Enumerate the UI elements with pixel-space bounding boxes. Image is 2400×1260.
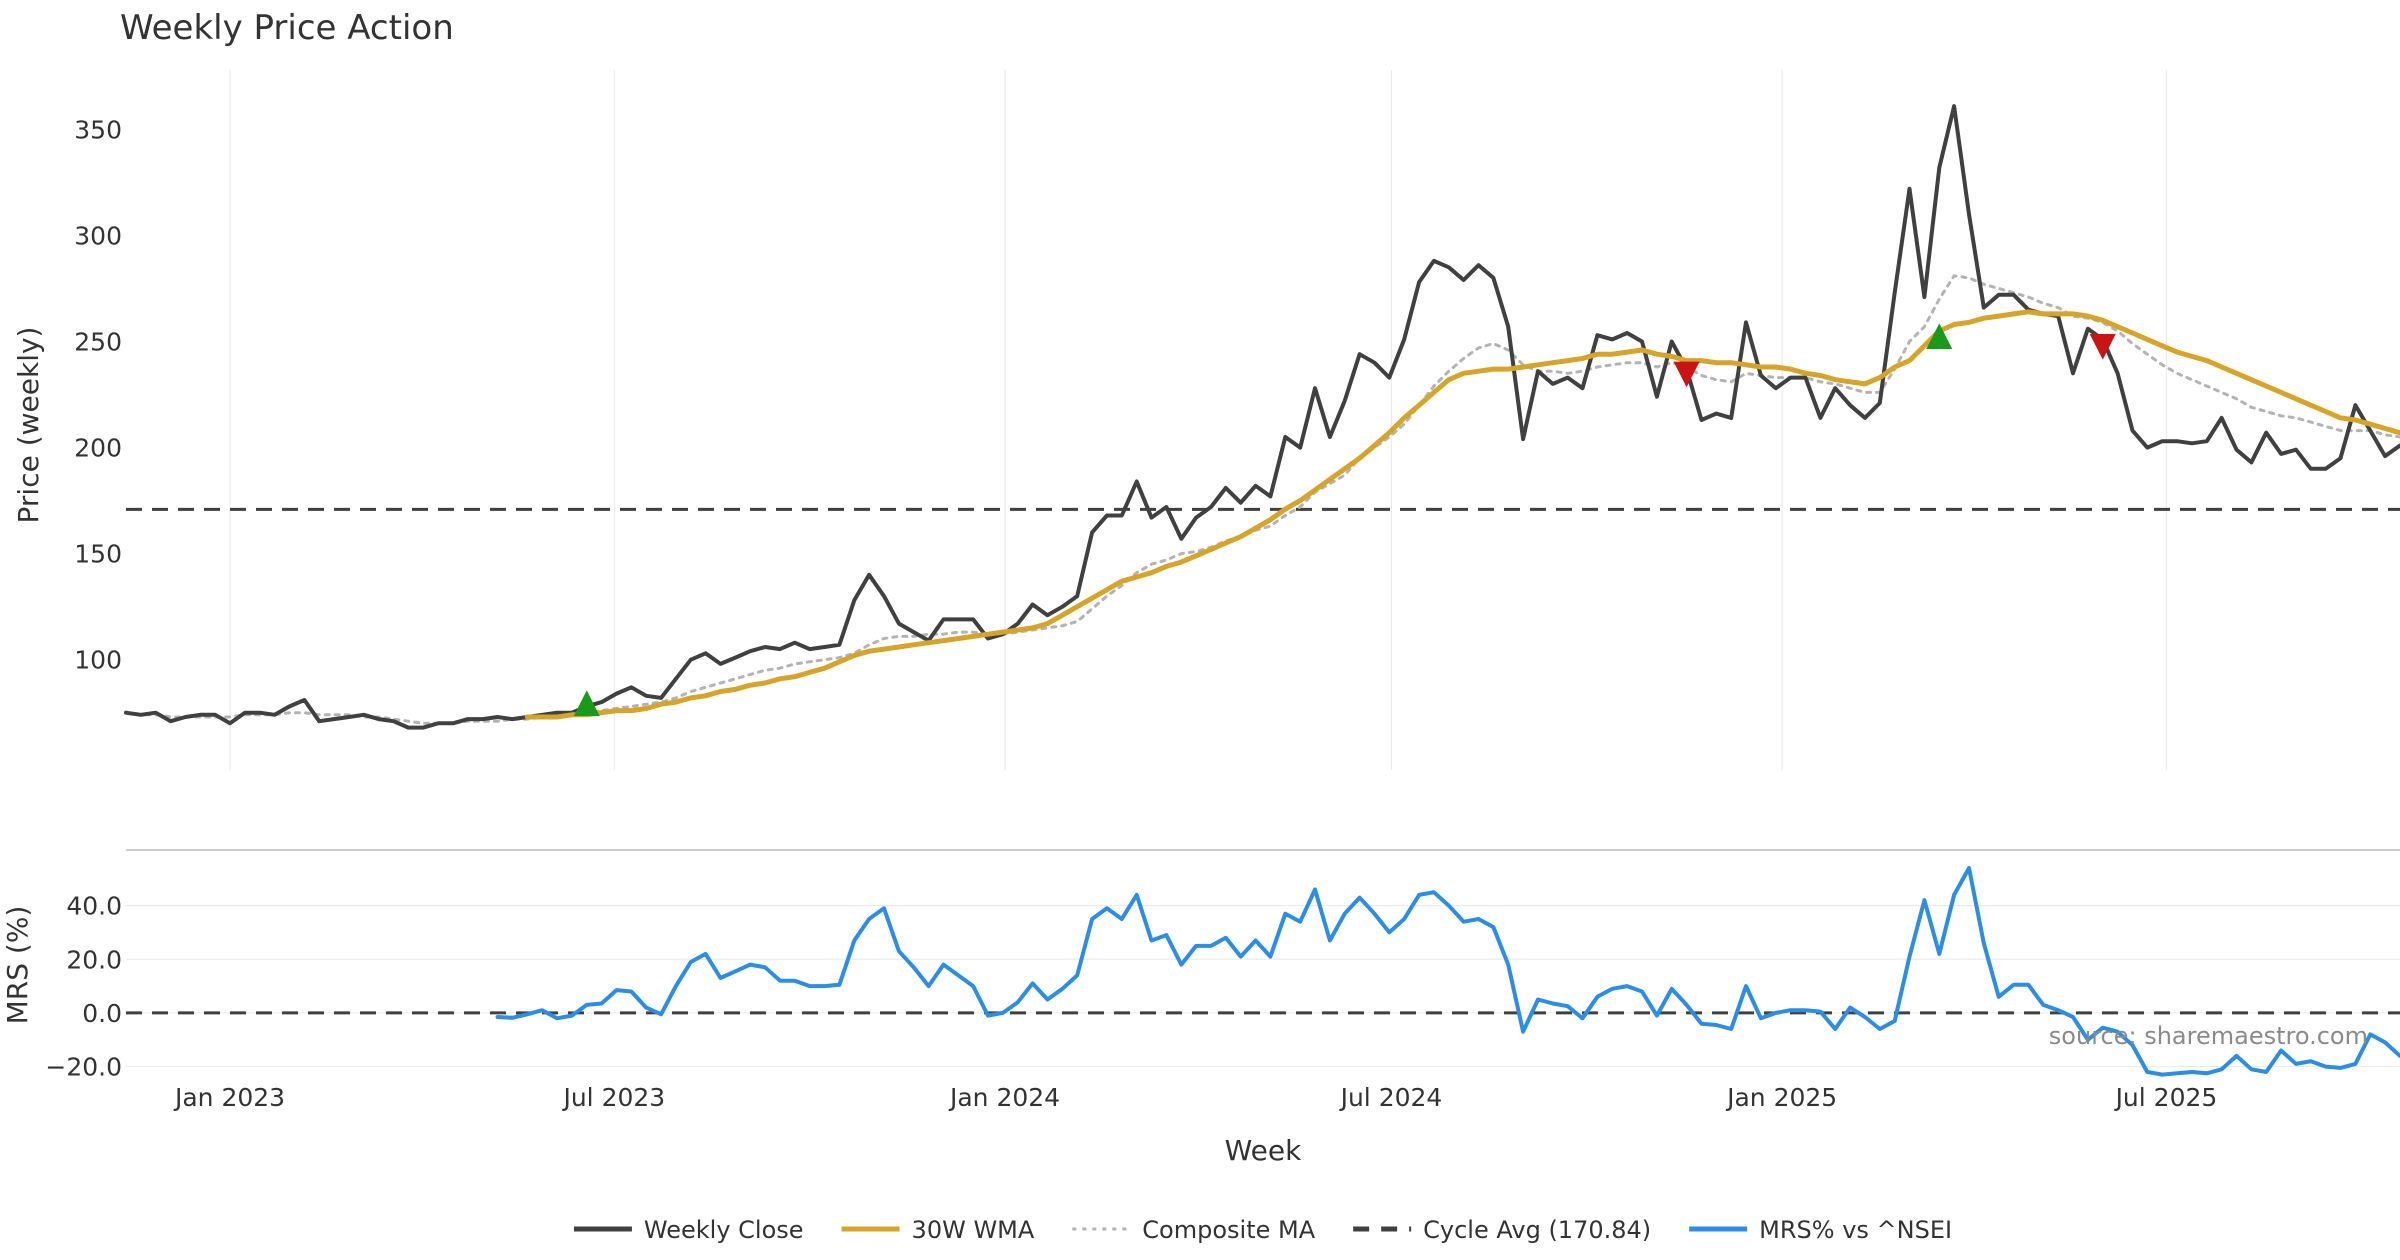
mrs-y-tick-label: 40.0 — [66, 892, 122, 921]
source-note: source: sharemaestro.com — [2049, 1022, 2368, 1050]
price-y-axis-label: Price (weekly) — [12, 327, 45, 524]
x-tick-label: Jul 2025 — [2114, 1083, 2218, 1112]
30w-wma-legend-label: 30W WMA — [912, 1216, 1035, 1244]
price-gridlines — [229, 70, 2168, 770]
buy-signal-marker — [573, 690, 600, 716]
price-panel: 100 150 200 250 300 350 Price (weekly) — [12, 70, 2400, 770]
x-ticks: Jan 2023 Jul 2023 Jan 2024 Jul 2024 Jan 2025… — [173, 1083, 2217, 1112]
x-tick-label: Jan 2024 — [948, 1083, 1060, 1112]
x-tick-label: Jul 2023 — [561, 1083, 665, 1112]
x-tick-label: Jan 2023 — [173, 1083, 285, 1112]
mrs-series-group — [126, 866, 2400, 1077]
legend: Weekly Close 30W WMA Composite MA Cycle Avg… — [573, 1216, 1952, 1244]
buy-signal-marker — [1926, 323, 1953, 349]
mrs-y-tick-label: 0.0 — [82, 999, 122, 1028]
sell-signal-marker — [1673, 361, 1700, 388]
price-y-tick-label: 350 — [74, 115, 122, 144]
weekly-close-line — [124, 104, 2400, 730]
cycle-avg-170-84-legend-label: Cycle Avg (170.84) — [1423, 1216, 1651, 1244]
x-tick-label: Jul 2024 — [1339, 1083, 1443, 1112]
mrs-panel: 40.0 20.0 0.0 −20.0 MRS (%) — [1, 866, 2400, 1082]
composite-ma-legend-label: Composite MA — [1142, 1216, 1315, 1244]
price-series-group — [124, 104, 2400, 730]
mrs-vs-nsei-line — [495, 866, 2400, 1077]
price-y-tick-label: 200 — [74, 434, 122, 463]
price-y-tick-label: 300 — [74, 221, 122, 250]
mrs-y-axis-label: MRS (%) — [1, 906, 34, 1025]
price-y-tick-label: 100 — [74, 646, 122, 675]
mrs-vs-nsei-legend-label: MRS% vs ^NSEI — [1759, 1216, 1952, 1244]
price-y-ticks: 100 150 200 250 300 350 — [74, 115, 122, 674]
price-y-tick-label: 250 — [74, 328, 122, 357]
weekly-close-legend-label: Weekly Close — [644, 1216, 804, 1244]
x-tick-label: Jan 2025 — [1725, 1083, 1837, 1112]
price-y-tick-label: 150 — [74, 540, 122, 569]
signal-markers — [573, 323, 2116, 716]
mrs-y-tick-label: −20.0 — [45, 1053, 122, 1082]
mrs-y-tick-label: 20.0 — [66, 945, 122, 974]
mrs-y-ticks: 40.0 20.0 0.0 −20.0 — [45, 892, 122, 1082]
30w-wma-line — [524, 309, 2400, 720]
chart-title: Weekly Price Action — [120, 8, 454, 48]
composite-ma-line — [124, 274, 2400, 725]
x-axis-label: Week — [1225, 1134, 1302, 1167]
sell-signal-marker — [2089, 334, 2116, 360]
